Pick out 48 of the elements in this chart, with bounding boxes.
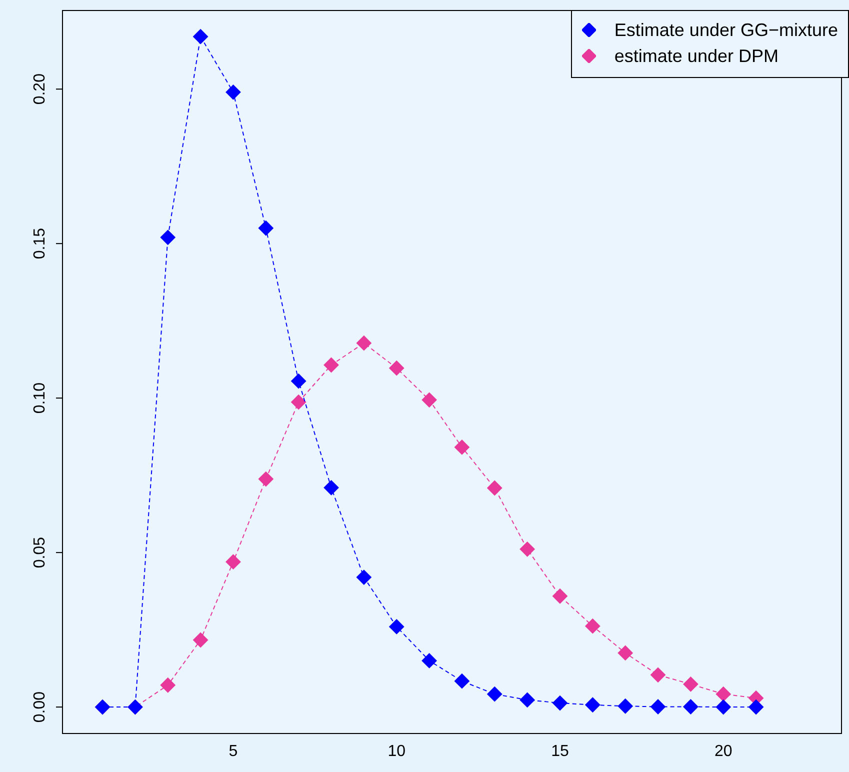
point xyxy=(226,84,241,100)
point xyxy=(226,554,241,570)
y-tick-label: 0.05 xyxy=(31,536,48,568)
point xyxy=(324,480,339,496)
y-tick-label: 0.10 xyxy=(31,382,48,414)
point xyxy=(291,374,306,389)
point xyxy=(193,29,208,44)
point xyxy=(160,678,176,693)
point xyxy=(258,472,274,487)
point xyxy=(683,676,698,692)
x-tick-label: 10 xyxy=(388,743,406,760)
point xyxy=(520,542,535,557)
x-tick-label: 15 xyxy=(551,743,569,760)
point xyxy=(716,700,731,715)
point xyxy=(520,692,535,708)
point xyxy=(422,653,437,668)
point xyxy=(618,698,633,714)
point xyxy=(585,618,600,634)
point xyxy=(291,394,306,410)
x-tick-label: 20 xyxy=(714,743,732,760)
legend-label: estimate under DPM xyxy=(614,46,778,66)
legend-label: Estimate under GG−mixture xyxy=(614,20,838,40)
point xyxy=(650,699,666,714)
point xyxy=(454,674,470,689)
point xyxy=(454,440,470,455)
point xyxy=(193,632,208,648)
point xyxy=(356,336,372,351)
point xyxy=(716,686,731,702)
point xyxy=(160,230,176,245)
point xyxy=(487,686,502,702)
point xyxy=(422,392,437,408)
point xyxy=(487,480,502,496)
point xyxy=(618,645,633,660)
point xyxy=(748,700,764,715)
point xyxy=(650,667,666,682)
point xyxy=(683,699,698,714)
x-tick-label: 5 xyxy=(228,743,238,760)
point xyxy=(389,619,404,634)
point xyxy=(356,570,372,585)
y-tick-label: 0.20 xyxy=(31,73,48,105)
point xyxy=(552,588,568,604)
point xyxy=(585,697,600,712)
y-tick-label: 0.15 xyxy=(31,228,48,260)
point xyxy=(258,220,274,236)
y-tick-label: 0.00 xyxy=(31,691,48,723)
point xyxy=(324,358,339,373)
point xyxy=(389,360,404,376)
point xyxy=(552,696,568,711)
